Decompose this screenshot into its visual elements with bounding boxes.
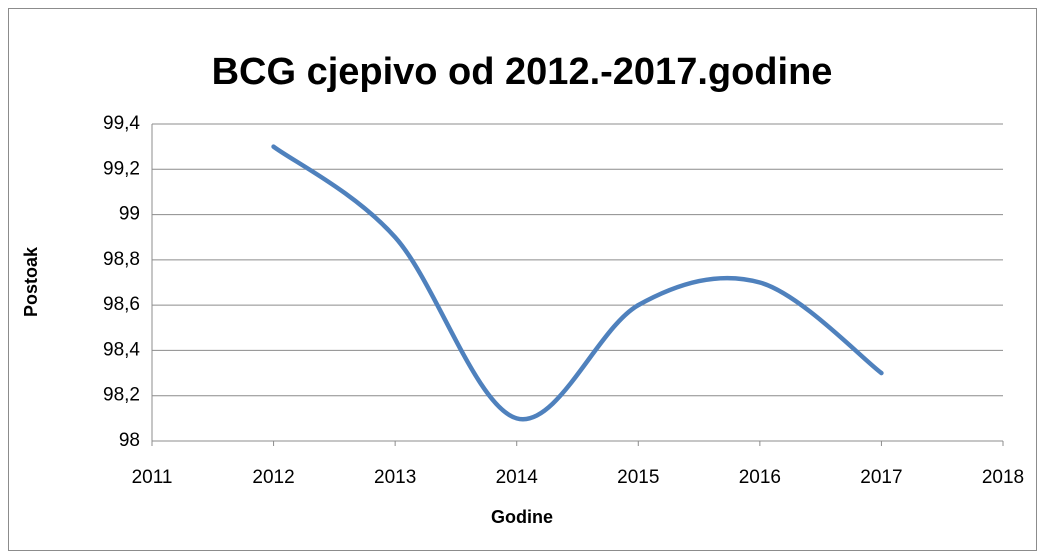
x-tick-label: 2012 xyxy=(252,467,294,488)
y-tick-label: 98,8 xyxy=(103,249,140,270)
y-axis-label: Postoak xyxy=(21,246,41,317)
x-tick-label: 2013 xyxy=(374,467,416,488)
y-tick-label: 99,4 xyxy=(103,113,140,134)
x-tick-label: 2017 xyxy=(860,467,902,488)
x-tick-label: 2014 xyxy=(496,467,539,488)
data-line xyxy=(271,144,884,422)
chart-frame xyxy=(8,8,1037,551)
chart-title: BCG cjepivo od 2012.-2017.godine xyxy=(212,51,833,93)
y-tick-label: 98,2 xyxy=(103,385,140,406)
x-tick-label: 2018 xyxy=(982,467,1024,488)
x-axis-label: Godine xyxy=(491,507,553,527)
y-tick-label: 98 xyxy=(119,430,140,451)
y-tick-label: 99 xyxy=(119,204,140,225)
y-tick-label: 98,6 xyxy=(103,294,140,315)
y-tick-label: 99,2 xyxy=(103,158,140,179)
y-tick-label: 98,4 xyxy=(103,339,140,360)
x-tick-label: 2011 xyxy=(132,467,173,488)
x-tick-label: 2015 xyxy=(617,467,659,488)
x-tick-label: 2016 xyxy=(739,467,781,488)
